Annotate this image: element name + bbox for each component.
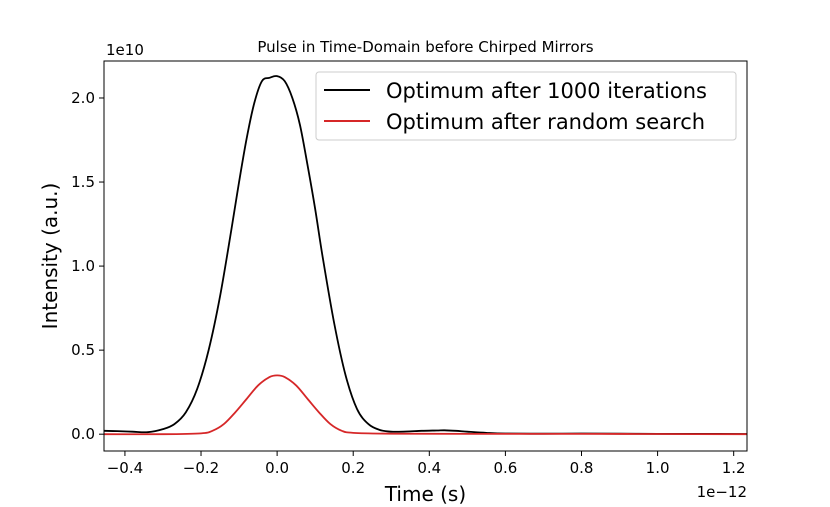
- legend-entry-1: Optimum after 1000 iterations: [386, 79, 707, 103]
- x-tick-label: −0.2: [183, 459, 219, 477]
- y-offset-label: 1e10: [106, 41, 144, 59]
- y-axis-label: Intensity (a.u.): [38, 183, 62, 330]
- legend-entry-2: Optimum after random search: [386, 110, 705, 134]
- plot-frame: [103, 60, 748, 452]
- y-tick-label: 1.0: [71, 257, 95, 275]
- series-line-2: [103, 374, 748, 436]
- x-tick-label: 1.2: [722, 459, 746, 477]
- x-tick-label: 0.6: [493, 459, 517, 477]
- x-tick-label: 0.2: [341, 459, 365, 477]
- y-tick-label: 1.5: [71, 173, 95, 191]
- series-line-1: [103, 75, 748, 435]
- x-tick-label: 1.0: [646, 459, 670, 477]
- ticks-layer: −0.4 −0.2 0.0 0.2 0.4 0.6 0.8 1.0 1.2 0.0 0.5 1.0 1.…: [71, 89, 745, 477]
- series-layer: [103, 75, 748, 436]
- chart-title: Pulse in Time-Domain before Chirped Mirr…: [257, 38, 593, 56]
- x-tick-label: 0.0: [265, 459, 289, 477]
- y-tick-label: 0.5: [71, 341, 95, 359]
- x-tick-label: −0.4: [107, 459, 143, 477]
- y-tick-label: 2.0: [71, 89, 95, 107]
- legend: Optimum after 1000 iterations Optimum aft…: [315, 71, 737, 141]
- x-tick-label: 0.8: [570, 459, 594, 477]
- y-tick-label: 0.0: [71, 425, 95, 443]
- x-offset-label: 1e−12: [697, 483, 747, 501]
- x-axis-label: Time (s): [384, 482, 466, 506]
- x-tick-label: 0.4: [417, 459, 441, 477]
- legend-box: [315, 71, 737, 141]
